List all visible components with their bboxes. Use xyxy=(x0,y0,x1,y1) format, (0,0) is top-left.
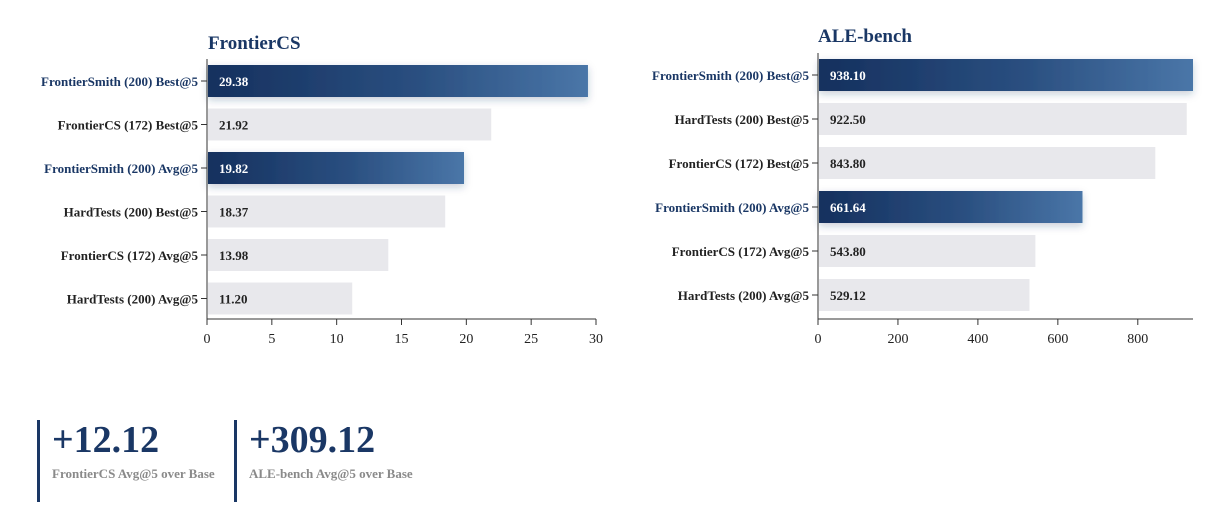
stat-frontiercs: +12.12 FrontierCS Avg@5 over Base xyxy=(37,420,217,502)
stat-value: +12.12 xyxy=(52,419,160,461)
category-label: FrontierSmith (200) Best@5 xyxy=(41,74,198,89)
bar xyxy=(208,152,464,184)
bar-value-label: 29.38 xyxy=(219,74,249,89)
bar xyxy=(819,147,1156,179)
x-tick-label: 20 xyxy=(459,332,473,347)
bar xyxy=(819,103,1187,135)
chart-frontiercs: FrontierCS 29.38 FrontierSmith (200) Best@… xyxy=(41,33,603,347)
category-label: FrontierCS (172) Avg@5 xyxy=(61,248,199,263)
x-tick-label: 15 xyxy=(395,332,409,347)
category-label: HardTests (200) Avg@5 xyxy=(67,292,199,307)
bar xyxy=(208,65,588,97)
x-tick-label: 25 xyxy=(524,332,538,347)
bar xyxy=(819,235,1036,267)
bar-value-label: 11.20 xyxy=(219,292,248,307)
stat-label: ALE-bench Avg@5 over Base xyxy=(249,466,413,481)
stat-value: +309.12 xyxy=(249,419,376,461)
bar-value-label: 661.64 xyxy=(830,200,866,215)
charts-area: FrontierCS 29.38 FrontierSmith (200) Best@… xyxy=(41,26,1193,347)
category-label: HardTests (200) Avg@5 xyxy=(678,288,810,303)
chart-ale-bench: ALE-bench 938.10 FrontierSmith (200) Best@… xyxy=(652,26,1193,347)
bar-value-label: 529.12 xyxy=(830,288,866,303)
bar xyxy=(819,191,1083,223)
x-tick-label: 30 xyxy=(589,332,603,347)
bar-value-label: 843.80 xyxy=(830,156,866,171)
category-label: HardTests (200) Best@5 xyxy=(64,205,199,220)
category-label: HardTests (200) Best@5 xyxy=(675,112,810,127)
stat-ale-bench: +309.12 ALE-bench Avg@5 over Base xyxy=(234,420,414,502)
bar xyxy=(208,239,389,271)
bar-value-label: 13.98 xyxy=(219,248,249,263)
bar-value-label: 19.82 xyxy=(219,161,248,176)
stat-label: FrontierCS Avg@5 over Base xyxy=(52,466,215,481)
category-label: FrontierCS (172) Best@5 xyxy=(58,118,199,133)
x-tick-label: 400 xyxy=(967,332,988,347)
bar xyxy=(208,108,492,141)
x-tick-label: 0 xyxy=(204,332,211,347)
x-tick-label: 200 xyxy=(887,332,908,347)
chart-title: FrontierCS xyxy=(208,33,301,54)
chart-title: ALE-bench xyxy=(818,26,912,47)
bar xyxy=(208,195,446,228)
x-tick-label: 5 xyxy=(268,332,275,347)
category-label: FrontierSmith (200) Avg@5 xyxy=(655,200,809,215)
bar xyxy=(819,279,1030,311)
category-label: FrontierSmith (200) Avg@5 xyxy=(44,161,198,176)
bar xyxy=(208,282,353,315)
bar xyxy=(819,59,1193,91)
category-label: FrontierCS (172) Avg@5 xyxy=(672,244,810,259)
bar-value-label: 922.50 xyxy=(830,112,866,127)
x-tick-label: 10 xyxy=(330,332,344,347)
bar-value-label: 18.37 xyxy=(219,205,249,220)
x-tick-label: 800 xyxy=(1127,332,1148,347)
bar-value-label: 21.92 xyxy=(219,118,248,133)
bar-value-label: 543.80 xyxy=(830,244,866,259)
x-tick-label: 0 xyxy=(815,332,822,347)
x-tick-label: 600 xyxy=(1047,332,1068,347)
bar-value-label: 938.10 xyxy=(830,68,866,83)
category-label: FrontierCS (172) Best@5 xyxy=(669,156,810,171)
category-label: FrontierSmith (200) Best@5 xyxy=(652,68,809,83)
